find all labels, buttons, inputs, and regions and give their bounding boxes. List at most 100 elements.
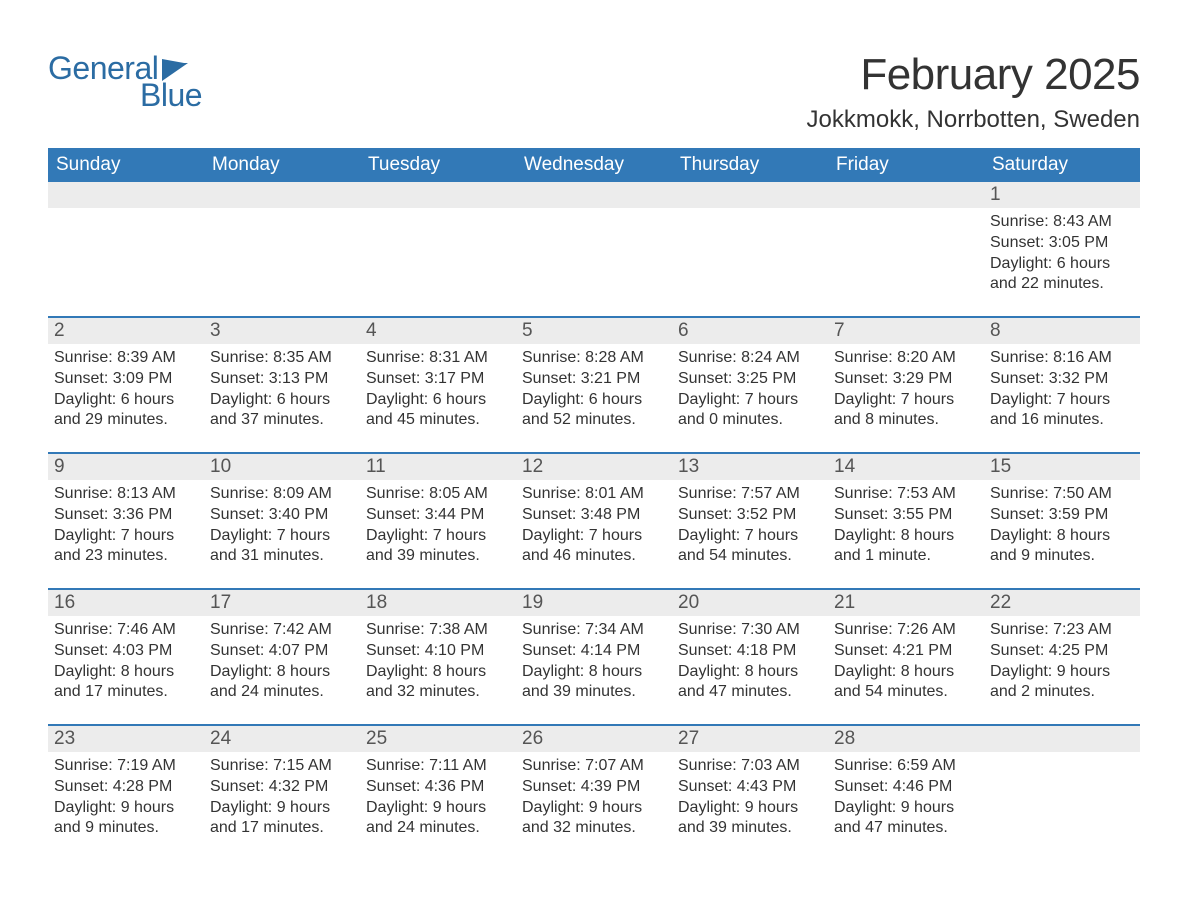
calendar: Sunday Monday Tuesday Wednesday Thursday… <box>48 148 1140 842</box>
daylight-line-2: and 9 minutes. <box>54 818 198 839</box>
day-number: 2 <box>48 318 204 344</box>
daylight-line-2: and 52 minutes. <box>522 410 666 431</box>
sunset-line: Sunset: 3:59 PM <box>990 505 1134 526</box>
daylight-line-1: Daylight: 8 hours <box>54 662 198 683</box>
day-cell: Sunrise: 8:01 AMSunset: 3:48 PMDaylight:… <box>516 480 672 570</box>
daylight-line-2: and 39 minutes. <box>366 546 510 567</box>
weekday-thursday: Thursday <box>672 148 828 182</box>
daylight-line-1: Daylight: 7 hours <box>678 390 822 411</box>
daylight-line-2: and 24 minutes. <box>210 682 354 703</box>
daylight-line-2: and 1 minute. <box>834 546 978 567</box>
day-cell: Sunrise: 8:35 AMSunset: 3:13 PMDaylight:… <box>204 344 360 434</box>
day-cell: Sunrise: 8:31 AMSunset: 3:17 PMDaylight:… <box>360 344 516 434</box>
sunrise-line: Sunrise: 7:07 AM <box>522 756 666 777</box>
daylight-line-1: Daylight: 6 hours <box>210 390 354 411</box>
daylight-line-2: and 16 minutes. <box>990 410 1134 431</box>
day-cell <box>204 208 360 298</box>
daylight-line-2: and 22 minutes. <box>990 274 1134 295</box>
daylight-line-1: Daylight: 9 hours <box>990 662 1134 683</box>
weekday-tuesday: Tuesday <box>360 148 516 182</box>
sunset-line: Sunset: 3:13 PM <box>210 369 354 390</box>
sunrise-line: Sunrise: 8:13 AM <box>54 484 198 505</box>
title-block: February 2025 Jokkmokk, Norrbotten, Swed… <box>807 50 1140 134</box>
day-number: 10 <box>204 454 360 480</box>
sunset-line: Sunset: 3:21 PM <box>522 369 666 390</box>
daylight-line-1: Daylight: 8 hours <box>366 662 510 683</box>
day-number: 25 <box>360 726 516 752</box>
day-number <box>204 182 360 208</box>
sunset-line: Sunset: 4:43 PM <box>678 777 822 798</box>
day-number <box>516 182 672 208</box>
sunrise-line: Sunrise: 7:34 AM <box>522 620 666 641</box>
weekday-header: Sunday Monday Tuesday Wednesday Thursday… <box>48 148 1140 182</box>
day-number: 5 <box>516 318 672 344</box>
day-cell: Sunrise: 8:39 AMSunset: 3:09 PMDaylight:… <box>48 344 204 434</box>
daylight-line-1: Daylight: 7 hours <box>54 526 198 547</box>
sunset-line: Sunset: 4:21 PM <box>834 641 978 662</box>
day-cell: Sunrise: 7:15 AMSunset: 4:32 PMDaylight:… <box>204 752 360 842</box>
day-number: 22 <box>984 590 1140 616</box>
day-cell: Sunrise: 8:28 AMSunset: 3:21 PMDaylight:… <box>516 344 672 434</box>
sunrise-line: Sunrise: 8:01 AM <box>522 484 666 505</box>
sunset-line: Sunset: 3:09 PM <box>54 369 198 390</box>
daylight-line-2: and 17 minutes. <box>210 818 354 839</box>
daylight-line-1: Daylight: 8 hours <box>834 662 978 683</box>
sunset-line: Sunset: 4:14 PM <box>522 641 666 662</box>
sunset-line: Sunset: 4:39 PM <box>522 777 666 798</box>
daylight-line-1: Daylight: 9 hours <box>678 798 822 819</box>
daylight-line-2: and 8 minutes. <box>834 410 978 431</box>
daylight-line-2: and 37 minutes. <box>210 410 354 431</box>
day-number-band: 232425262728 <box>48 726 1140 752</box>
daylight-line-1: Daylight: 6 hours <box>522 390 666 411</box>
sunrise-line: Sunrise: 8:43 AM <box>990 212 1134 233</box>
daylight-line-1: Daylight: 9 hours <box>522 798 666 819</box>
day-number-band: 16171819202122 <box>48 590 1140 616</box>
header: General Blue February 2025 Jokkmokk, Nor… <box>48 50 1140 134</box>
sunset-line: Sunset: 4:25 PM <box>990 641 1134 662</box>
sunrise-line: Sunrise: 8:35 AM <box>210 348 354 369</box>
sunset-line: Sunset: 4:36 PM <box>366 777 510 798</box>
sunrise-line: Sunrise: 7:46 AM <box>54 620 198 641</box>
day-number: 1 <box>984 182 1140 208</box>
day-cell: Sunrise: 8:09 AMSunset: 3:40 PMDaylight:… <box>204 480 360 570</box>
daylight-line-2: and 24 minutes. <box>366 818 510 839</box>
day-cell: Sunrise: 8:16 AMSunset: 3:32 PMDaylight:… <box>984 344 1140 434</box>
sunset-line: Sunset: 3:44 PM <box>366 505 510 526</box>
sunrise-line: Sunrise: 7:19 AM <box>54 756 198 777</box>
day-cell: Sunrise: 7:46 AMSunset: 4:03 PMDaylight:… <box>48 616 204 706</box>
sunrise-line: Sunrise: 8:20 AM <box>834 348 978 369</box>
day-number <box>828 182 984 208</box>
day-cell <box>984 752 1140 842</box>
day-number <box>48 182 204 208</box>
daylight-line-2: and 31 minutes. <box>210 546 354 567</box>
daylight-line-1: Daylight: 8 hours <box>834 526 978 547</box>
weekday-saturday: Saturday <box>984 148 1140 182</box>
logo-text-blue: Blue <box>140 77 202 114</box>
day-number: 21 <box>828 590 984 616</box>
sunrise-line: Sunrise: 8:28 AM <box>522 348 666 369</box>
weekday-wednesday: Wednesday <box>516 148 672 182</box>
day-number: 8 <box>984 318 1140 344</box>
day-number-band: 1 <box>48 182 1140 208</box>
daylight-line-2: and 9 minutes. <box>990 546 1134 567</box>
day-cell <box>828 208 984 298</box>
month-title: February 2025 <box>807 50 1140 100</box>
daylight-line-1: Daylight: 8 hours <box>210 662 354 683</box>
sunset-line: Sunset: 3:52 PM <box>678 505 822 526</box>
weekday-friday: Friday <box>828 148 984 182</box>
daylight-line-1: Daylight: 8 hours <box>678 662 822 683</box>
sunrise-line: Sunrise: 8:39 AM <box>54 348 198 369</box>
day-cell: Sunrise: 7:42 AMSunset: 4:07 PMDaylight:… <box>204 616 360 706</box>
daylight-line-1: Daylight: 6 hours <box>54 390 198 411</box>
sunset-line: Sunset: 3:36 PM <box>54 505 198 526</box>
day-number-band: 2345678 <box>48 318 1140 344</box>
daylight-line-2: and 45 minutes. <box>366 410 510 431</box>
daylight-line-1: Daylight: 9 hours <box>834 798 978 819</box>
sunset-line: Sunset: 3:05 PM <box>990 233 1134 254</box>
day-cell: Sunrise: 7:11 AMSunset: 4:36 PMDaylight:… <box>360 752 516 842</box>
sunset-line: Sunset: 4:03 PM <box>54 641 198 662</box>
day-number: 23 <box>48 726 204 752</box>
day-number: 4 <box>360 318 516 344</box>
calendar-week: 232425262728Sunrise: 7:19 AMSunset: 4:28… <box>48 724 1140 842</box>
day-number: 17 <box>204 590 360 616</box>
